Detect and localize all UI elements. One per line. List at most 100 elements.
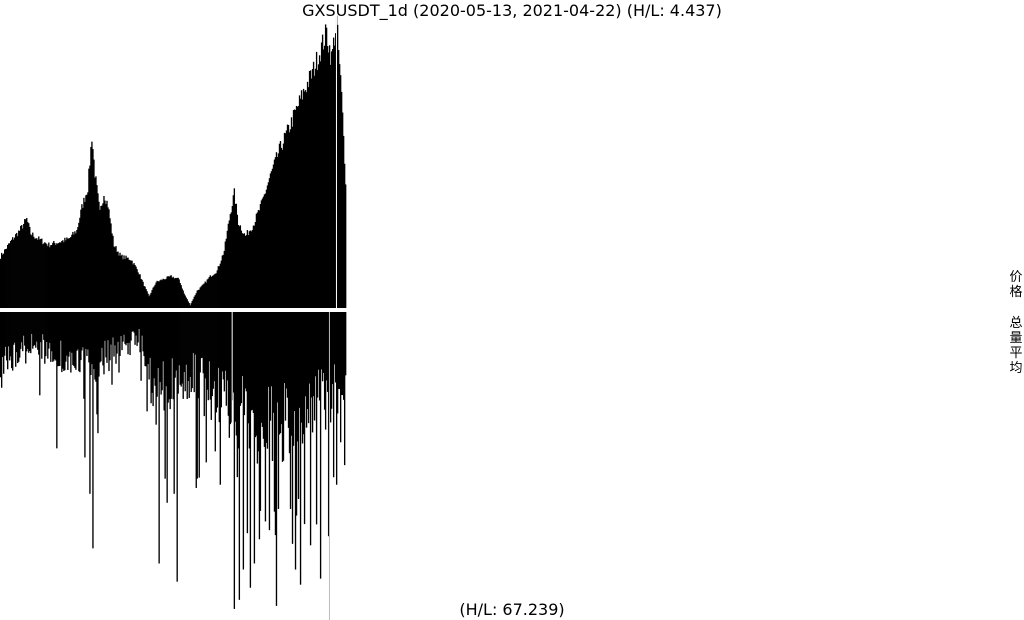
price-bar <box>197 289 199 308</box>
price-bar <box>152 287 154 308</box>
price-bar <box>74 231 76 308</box>
price-bar-series <box>0 15 347 309</box>
price-bar <box>203 283 205 308</box>
price-bar <box>123 255 125 308</box>
price-bar <box>297 105 300 309</box>
price-bar <box>256 212 259 308</box>
volume-bar <box>21 312 23 343</box>
price-bar <box>331 48 334 309</box>
volume-bar <box>304 312 307 397</box>
volume-bar <box>23 312 25 336</box>
price-bar <box>99 209 101 308</box>
price-bar <box>216 270 218 308</box>
price-bar <box>341 112 344 308</box>
price-bar <box>64 237 66 308</box>
volume-bar <box>298 312 301 408</box>
volume-bar <box>113 312 115 357</box>
volume-bar <box>75 312 77 370</box>
price-bar <box>143 286 145 308</box>
price-bar <box>16 232 18 308</box>
price-bar <box>260 200 263 308</box>
volume-bar <box>120 312 122 337</box>
price-bar <box>51 245 53 308</box>
price-bar <box>211 275 213 308</box>
volume-bar <box>150 312 152 404</box>
volume-bar <box>212 312 214 389</box>
volume-bar <box>109 312 111 361</box>
price-bar <box>150 292 152 308</box>
volume-bar <box>271 312 274 461</box>
price-bar <box>302 88 305 308</box>
price-bar <box>41 238 43 308</box>
volume-bar <box>162 312 164 362</box>
volume-bar <box>209 312 211 400</box>
volume-bar <box>211 312 213 397</box>
volume-bar <box>16 312 18 353</box>
volume-bar <box>200 312 202 359</box>
volume-bar <box>224 312 226 371</box>
price-bar <box>175 278 177 308</box>
volume-bar <box>272 312 275 413</box>
price-bar <box>262 196 265 308</box>
volume-bar <box>99 312 101 363</box>
price-bar <box>235 203 238 308</box>
volume-bar <box>153 312 155 379</box>
price-bar <box>201 285 203 308</box>
price-bar <box>319 61 322 308</box>
price-bar <box>285 130 288 308</box>
price-bar <box>258 210 261 308</box>
volume-bar <box>17 312 19 364</box>
price-bar <box>109 218 111 308</box>
volume-bar <box>100 312 102 362</box>
price-bar <box>21 225 23 308</box>
volume-bar <box>269 312 272 421</box>
price-bar <box>46 244 48 308</box>
volume-bar <box>116 312 118 354</box>
price-bar <box>291 126 294 308</box>
price-bar <box>324 24 327 308</box>
price-bar <box>148 296 150 308</box>
volume-bar <box>256 312 259 464</box>
volume-bar <box>261 312 264 427</box>
volume-bar <box>38 312 40 355</box>
price-bar <box>66 237 68 308</box>
price-bar <box>281 149 284 308</box>
price-bar <box>251 230 254 308</box>
volume-bar <box>221 312 223 372</box>
price-bar <box>75 233 77 308</box>
price-bar <box>312 61 315 308</box>
price-bar <box>78 222 80 308</box>
price-bar <box>318 55 321 308</box>
price-bar <box>314 68 317 308</box>
price-bar <box>52 242 54 308</box>
price-bar <box>156 280 158 308</box>
volume-bar <box>179 312 181 385</box>
price-bar <box>88 168 90 308</box>
price-bar <box>15 234 17 308</box>
volume-bar <box>166 312 168 503</box>
volume-bar <box>225 312 227 406</box>
volume-bar <box>129 312 131 356</box>
volume-bar <box>111 312 113 385</box>
price-bar <box>8 243 10 308</box>
volume-bar <box>26 312 28 352</box>
price-bar <box>180 285 182 308</box>
price-bar <box>320 42 323 308</box>
volume-bar <box>278 312 281 435</box>
price-bar <box>208 277 210 308</box>
volume-bar <box>238 312 241 600</box>
price-bar <box>282 143 285 308</box>
volume-bar <box>62 312 64 369</box>
price-bar <box>23 223 25 308</box>
price-bar <box>269 173 272 308</box>
price-bar <box>68 238 70 308</box>
volume-bar <box>273 312 276 512</box>
volume-bar <box>258 312 261 540</box>
price-bar <box>270 171 273 308</box>
price-bar <box>250 231 253 308</box>
price-bar <box>241 233 244 308</box>
volume-bar <box>118 312 120 373</box>
price-bar <box>12 237 14 308</box>
price-bar <box>11 239 13 308</box>
volume-bar <box>125 312 127 346</box>
